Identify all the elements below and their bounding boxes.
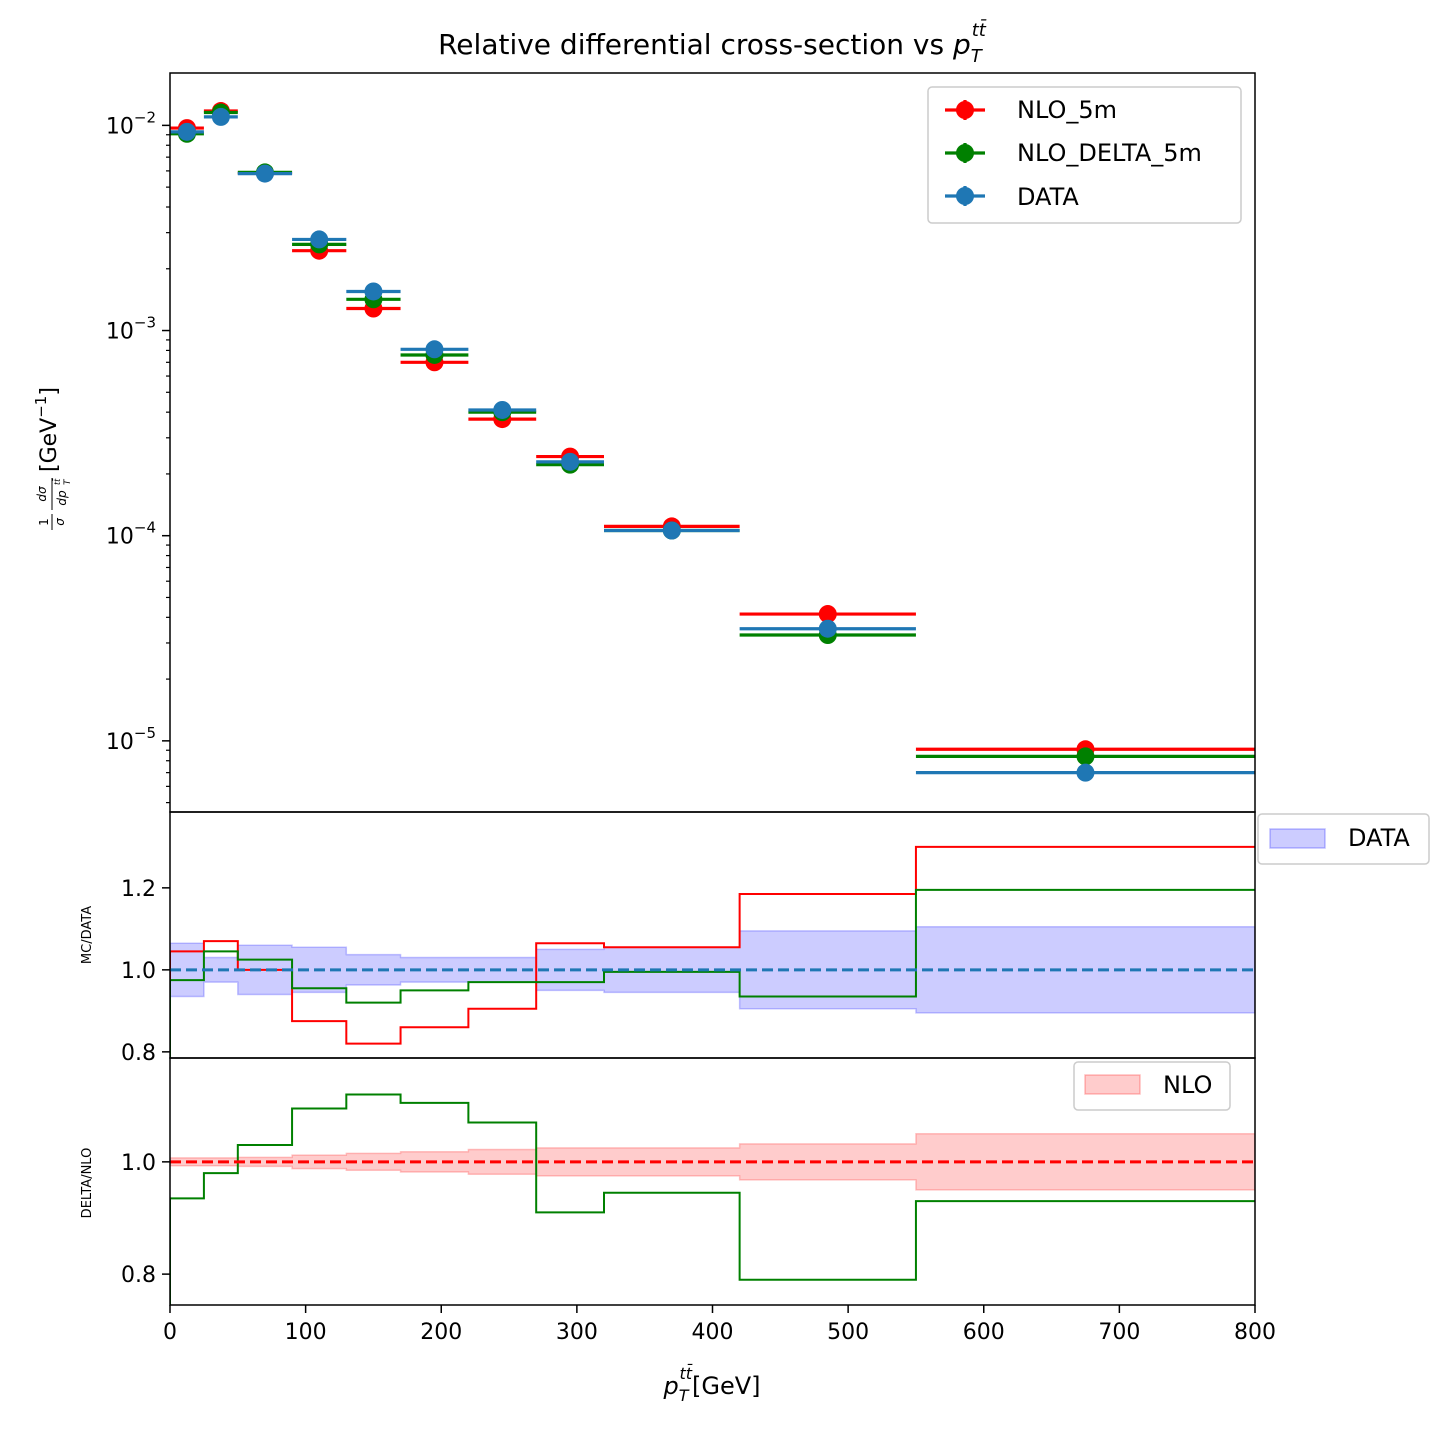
legend-item-nlo-delta-5m: NLO_DELTA_5m <box>1017 139 1202 167</box>
ytick-exp: −4 <box>134 519 156 537</box>
xtick-label-5: 500 <box>827 1320 869 1345</box>
point-data-3 <box>310 230 329 249</box>
top-ytick-label-1: 10−3 <box>106 314 156 345</box>
legend-ratio1: DATA <box>1257 813 1430 865</box>
ylabel-unit: [GeV−1] <box>32 387 62 472</box>
xtick-label-2: 200 <box>420 1320 462 1345</box>
legend-marker-1 <box>956 144 974 162</box>
ylabel-dp-sub: T <box>63 478 73 485</box>
legend-item-data: DATA <box>1017 183 1079 211</box>
ylabel-dp: dp <box>55 490 69 506</box>
x-axis-label-sup: tt̄ <box>679 1364 692 1383</box>
ratio2-band <box>170 1133 1255 1191</box>
chart-title-main: Relative differential cross-section vs <box>438 28 953 61</box>
chart-title-sub: T <box>971 46 984 67</box>
ratio1-ytick-label-2: 1.2 <box>121 877 156 902</box>
legend-marker-0 <box>956 101 974 119</box>
ytick-exp: −5 <box>134 724 156 742</box>
ytick-base: 10 <box>106 730 134 755</box>
ylabel-frac-den: σ <box>53 518 67 526</box>
point-data-8 <box>662 521 681 540</box>
top-panel: 10−210−310−410−5 <box>106 102 1255 804</box>
legend-marker-2 <box>956 187 974 205</box>
top-ytick-label-2: 10−4 <box>106 519 156 550</box>
point-data-0 <box>177 122 196 141</box>
top-ytick-label-3: 10−5 <box>106 724 156 755</box>
ytick-base: 10 <box>106 525 134 550</box>
xtick-label-3: 300 <box>556 1320 598 1345</box>
point-nlo-delta-5m-10 <box>1076 747 1095 766</box>
ytick-base: 10 <box>106 114 134 139</box>
ytick-base: 10 <box>106 320 134 345</box>
ratio2-plot-area <box>170 1093 1255 1305</box>
ratio2-ytick-label-1: 1.0 <box>121 1151 156 1176</box>
x-axis-label-unit: [GeV] <box>692 1372 761 1400</box>
ratio1-plot-area <box>170 845 1255 1058</box>
point-data-2 <box>255 164 274 183</box>
ratio2-ytick-label-0: 0.8 <box>121 1263 156 1288</box>
legend-item-nlo-5m: NLO_5m <box>1017 96 1117 124</box>
legend-item-data-band: DATA <box>1348 824 1410 852</box>
legend-top: NLO_5m NLO_DELTA_5m DATA <box>927 86 1242 224</box>
point-nlo-5m-9 <box>818 605 837 624</box>
xtick-label-0: 0 <box>163 1320 177 1345</box>
xtick-label-6: 600 <box>963 1320 1005 1345</box>
xtick-label-7: 700 <box>1098 1320 1140 1345</box>
ratio1-ytick-label-1: 1.0 <box>121 959 156 984</box>
x-axis-label-sub: T <box>679 1386 690 1405</box>
x-axis-label: pTtt̄[GeV] <box>662 1364 760 1405</box>
chart-title: Relative differential cross-section vs p… <box>438 19 987 67</box>
chart-title-var: p <box>952 28 971 61</box>
point-data-7 <box>561 452 580 471</box>
xtick-label-1: 100 <box>285 1320 327 1345</box>
ylabel-frac-num: 1 <box>37 518 51 526</box>
x-axis-label-var: p <box>662 1372 678 1400</box>
ratio-panel-delta-nlo: 0.8 1.0 <box>121 1093 1255 1305</box>
ratio2-y-label: DELTA/NLO <box>80 1148 95 1219</box>
ylabel-dp-sup: tt̄ <box>52 478 62 485</box>
point-data-5 <box>425 340 444 359</box>
ytick-exp: −2 <box>134 108 156 126</box>
chart-title-sup: tt̄ <box>972 19 987 41</box>
ytick-exp: −3 <box>134 314 156 332</box>
ratio1-y-label: MC/DATA <box>80 906 95 964</box>
ratio1-ytick-label-0: 0.8 <box>121 1041 156 1066</box>
ratio2-step-nlo-delta-5m <box>170 1093 1255 1305</box>
point-data-4 <box>364 282 383 301</box>
point-data-6 <box>493 400 512 419</box>
axes-frames: 0 100 200 300 400 500 600 700 800 <box>163 72 1276 1345</box>
point-data-10 <box>1076 763 1095 782</box>
legend-swatch-nlo-band <box>1084 1074 1141 1095</box>
legend-ratio2: NLO <box>1073 1061 1231 1111</box>
point-data-1 <box>211 107 230 126</box>
ratio1-step-nlo-delta-5m <box>170 888 1255 1058</box>
top-ytick-label-0: 10−2 <box>106 108 156 139</box>
top-y-label: 1 σ dσ dp T tt̄ [GeV−1] <box>32 387 73 530</box>
legend-item-nlo-band: NLO <box>1163 1071 1212 1099</box>
point-data-9 <box>818 619 837 638</box>
ratio-panel-mc-data: 0.8 1.0 1.2 <box>121 845 1255 1066</box>
top-plot-area <box>170 102 1255 782</box>
legend-swatch-data-band <box>1269 828 1326 849</box>
series-data <box>170 107 1255 782</box>
ratio1-step-nlo-5m <box>170 845 1255 1058</box>
ylabel-dsigma: dσ <box>35 486 49 502</box>
xtick-label-4: 400 <box>692 1320 734 1345</box>
xtick-label-8: 800 <box>1234 1320 1276 1345</box>
